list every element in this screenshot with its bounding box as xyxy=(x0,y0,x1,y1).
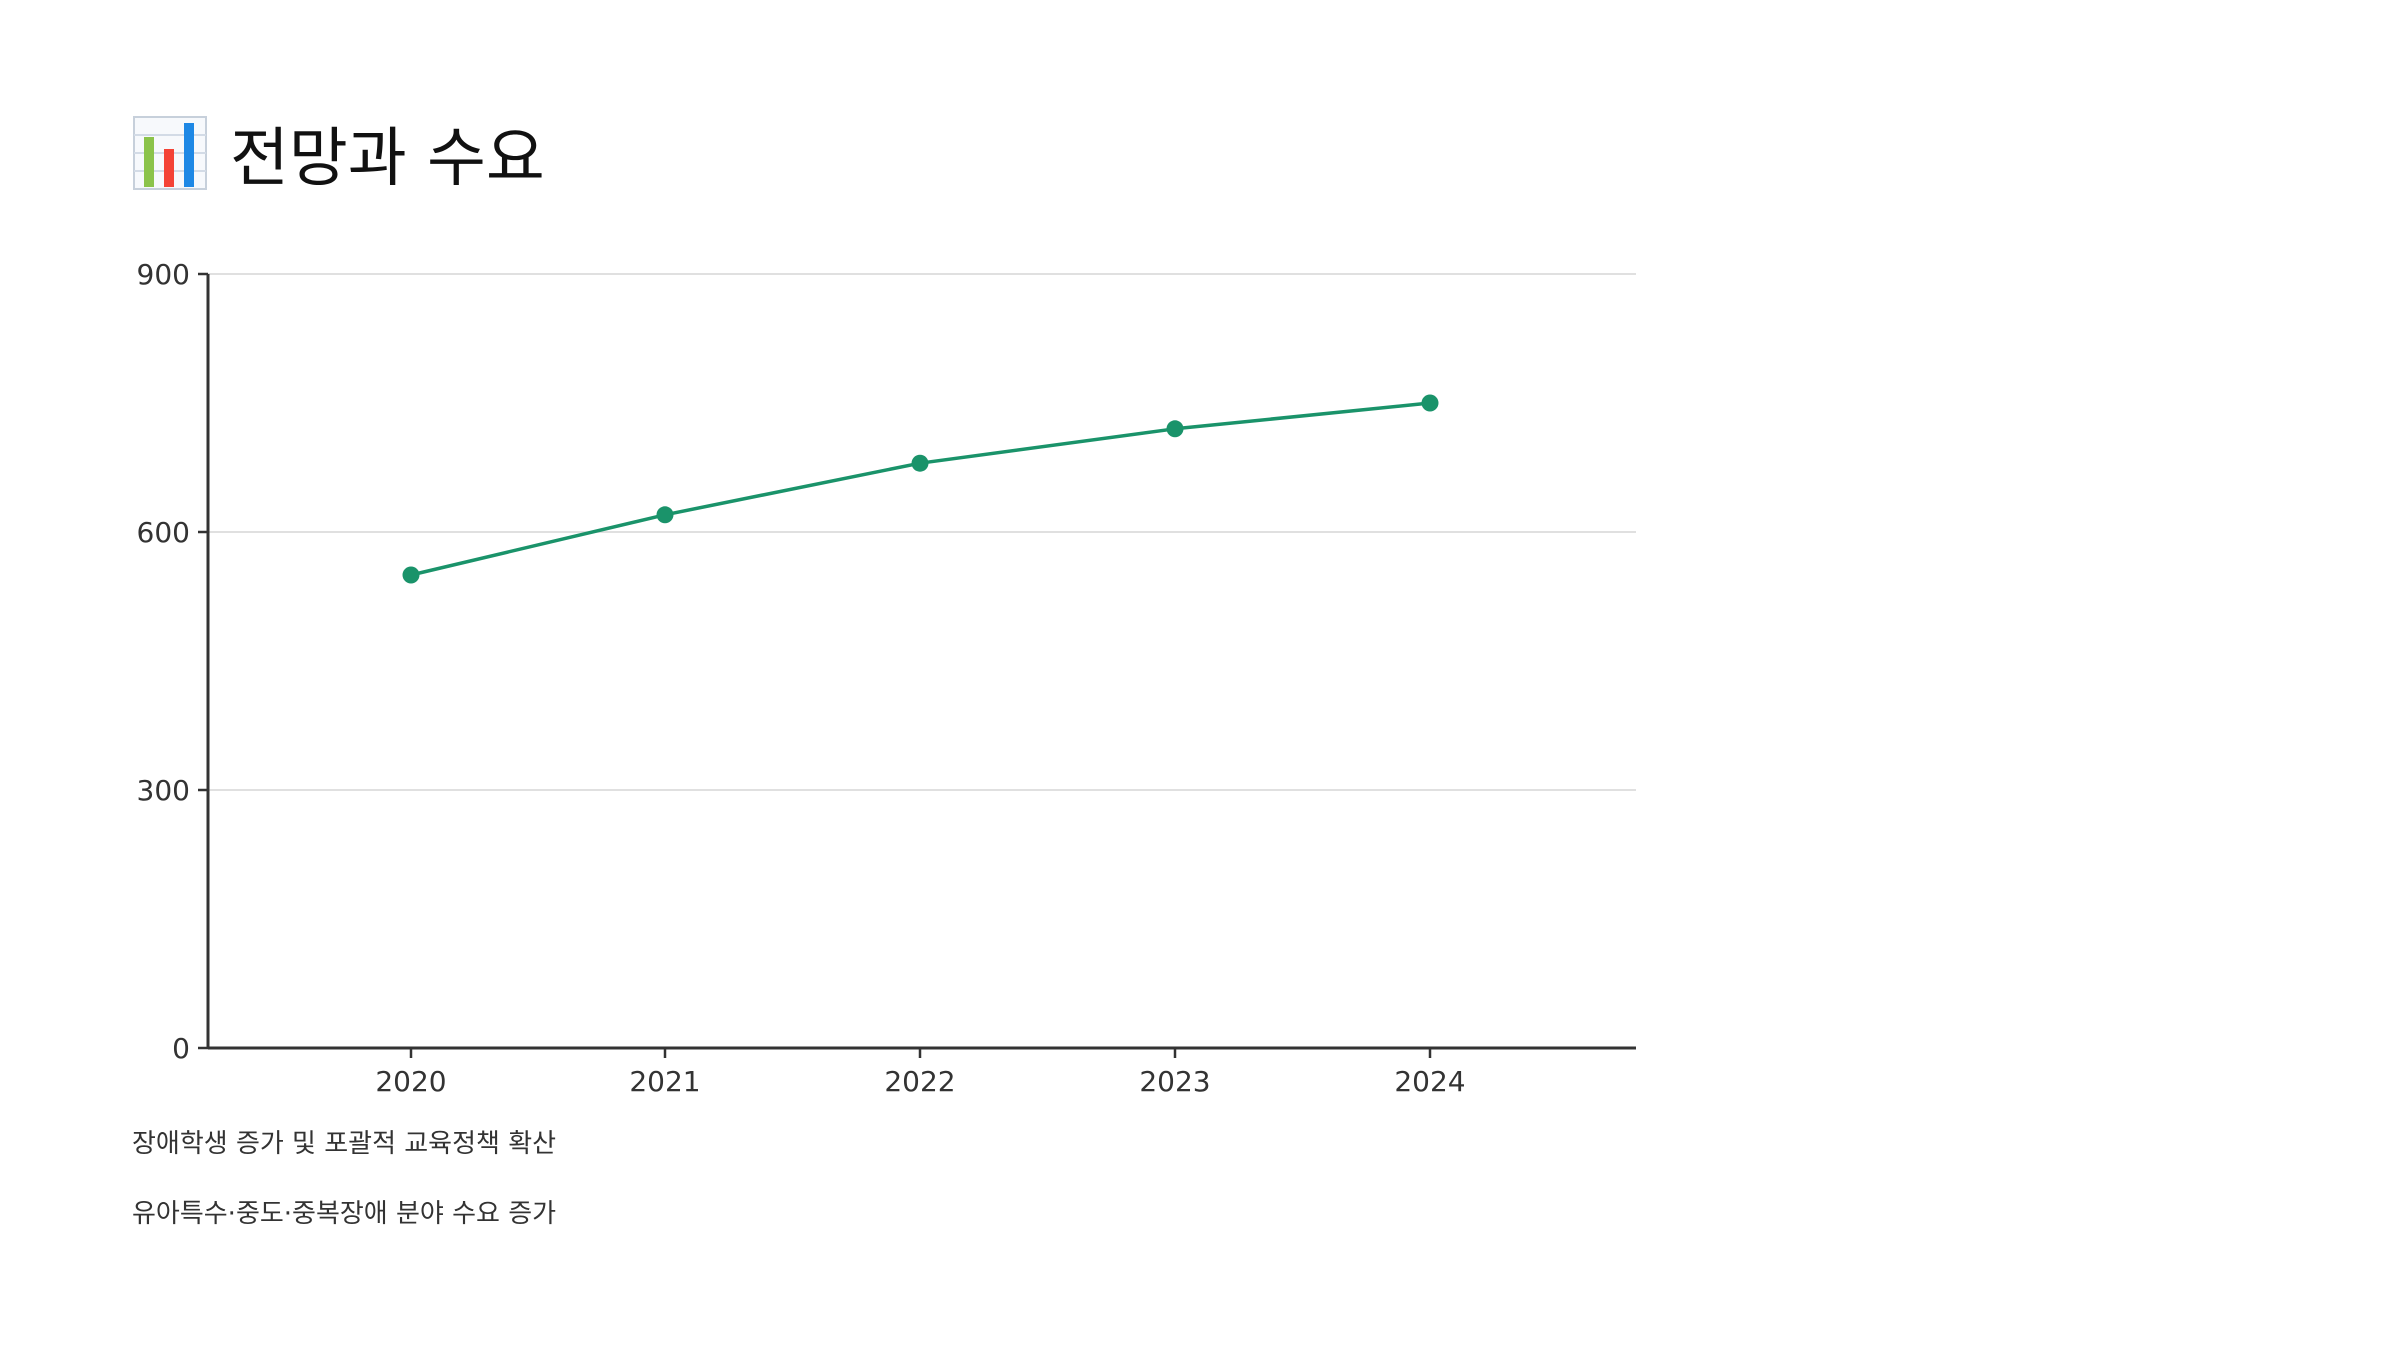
x-tick-label: 2024 xyxy=(1394,1065,1465,1098)
x-tick-label: 2020 xyxy=(375,1065,446,1098)
series-line xyxy=(410,401,1431,577)
y-tick-label: 600 xyxy=(137,516,190,549)
data-point xyxy=(911,454,929,472)
y-tick-label: 900 xyxy=(137,258,190,291)
x-tick-label: 2022 xyxy=(884,1065,955,1098)
x-tick-label: 2021 xyxy=(629,1065,700,1098)
note-item: 장애학생 증가 및 포괄적 교육정책 확산 xyxy=(132,1129,557,1159)
x-tick-label: 2023 xyxy=(1139,1065,1210,1098)
data-point xyxy=(402,566,420,584)
data-point xyxy=(1166,420,1184,438)
y-tick-label: 300 xyxy=(137,774,190,807)
data-point xyxy=(656,506,674,524)
data-point xyxy=(1421,394,1439,412)
y-tick-label: 0 xyxy=(172,1032,190,1065)
page-title: 전망과 수요 xyxy=(132,108,545,198)
note-item: 유아특수·중도·중복장애 분야 수요 증가 xyxy=(132,1199,557,1229)
page-title-text: 전망과 수요 xyxy=(230,122,545,196)
bar-chart-icon xyxy=(133,116,207,190)
notes-list: 장애학생 증가 및 포괄적 교육정책 확산 유아특수·중도·중복장애 분야 수요… xyxy=(132,1126,556,1266)
